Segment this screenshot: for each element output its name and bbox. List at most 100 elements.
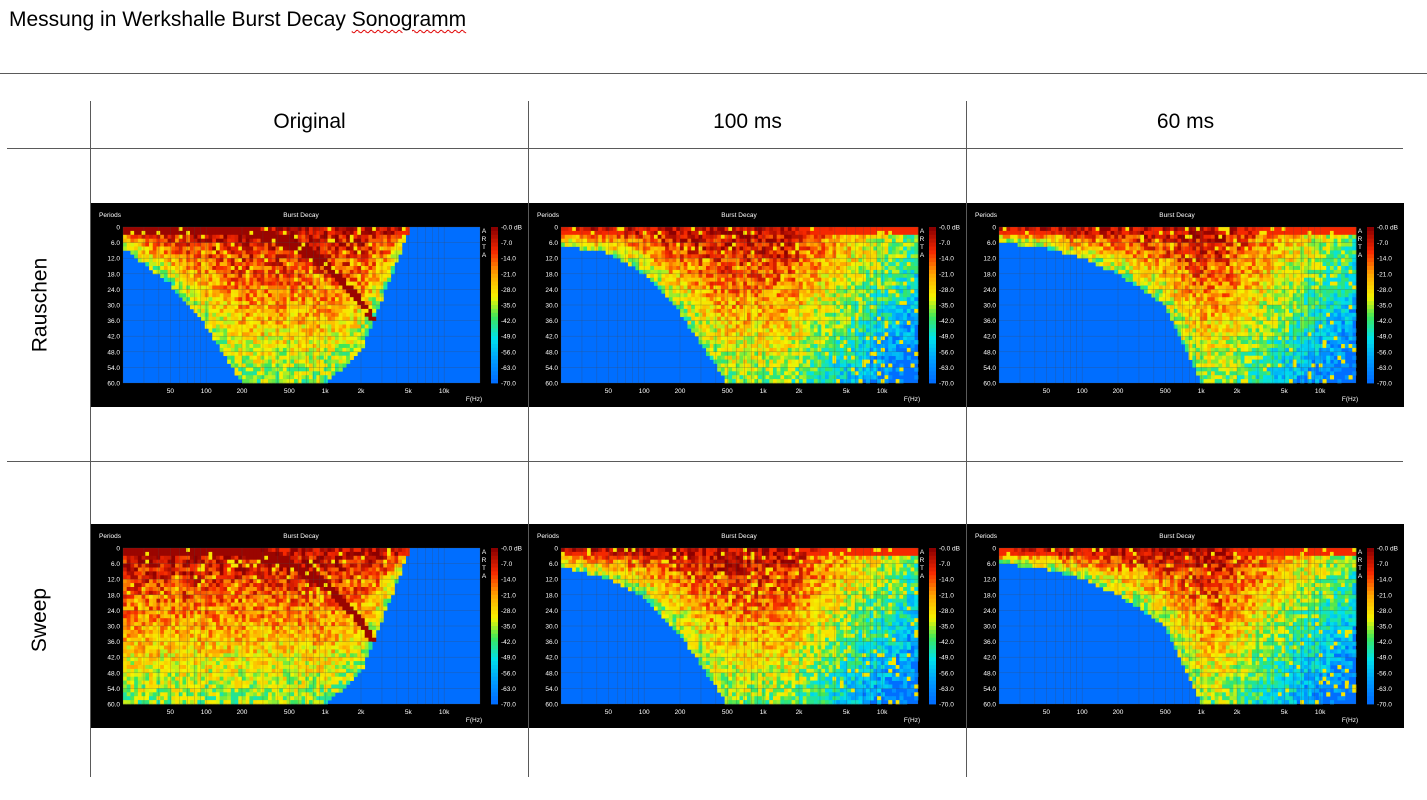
heatmap-cell — [791, 336, 796, 341]
heatmap-cell — [821, 289, 826, 294]
heatmap-cell — [802, 242, 807, 247]
heatmap-cell — [817, 258, 822, 263]
heatmap-cell — [227, 277, 232, 282]
heatmap-cell — [290, 379, 295, 384]
heatmap-cell — [851, 262, 856, 267]
heatmap-cell — [279, 344, 284, 349]
heatmap-cell — [227, 246, 232, 251]
x-tick-label: 50 — [605, 388, 613, 395]
heatmap-cell — [728, 316, 733, 321]
heatmap-cell — [784, 242, 789, 247]
heatmap-cell — [758, 375, 763, 380]
heatmap-cell — [717, 250, 722, 255]
heatmap-cell — [178, 242, 183, 247]
heatmap-cell — [379, 242, 384, 247]
heatmap-cell — [817, 347, 822, 353]
heatmap-cell — [323, 332, 328, 337]
heatmap-cell — [167, 227, 172, 232]
heatmap-cell — [791, 308, 796, 314]
heatmap-cell — [750, 246, 755, 251]
heatmap-cell — [739, 363, 744, 368]
heatmap-cell — [268, 332, 273, 337]
heatmap-cell — [769, 320, 774, 325]
heatmap-cell — [806, 246, 811, 251]
heatmap-cell — [884, 234, 889, 240]
heatmap-cell — [141, 238, 146, 243]
heatmap-cell — [357, 344, 362, 349]
heatmap-cell — [171, 277, 176, 282]
heatmap-cell — [776, 301, 781, 306]
heatmap-cell — [884, 262, 889, 267]
heatmap-cell — [260, 269, 265, 275]
heatmap-cell — [323, 312, 328, 318]
heatmap-cell — [572, 238, 577, 243]
heatmap-cell — [769, 324, 774, 329]
heatmap-cell — [253, 234, 258, 240]
heatmap-cell — [201, 281, 206, 286]
heatmap-cell — [877, 379, 882, 384]
heatmap-cell — [862, 297, 867, 302]
heatmap-cell — [334, 344, 340, 349]
heatmap-cell — [750, 328, 755, 333]
heatmap-cell — [724, 316, 729, 321]
heatmap-cell — [338, 266, 343, 271]
heatmap-cell — [297, 273, 302, 279]
heatmap-cell — [182, 230, 187, 236]
heatmap-cell — [836, 359, 841, 364]
heatmap-cell — [268, 363, 273, 368]
heatmap-cell — [249, 262, 254, 267]
heatmap-cell — [750, 250, 755, 255]
heatmap-cell — [242, 269, 247, 275]
heatmap-cell — [268, 305, 273, 310]
heatmap-cell — [375, 297, 380, 302]
heatmap-cell — [208, 242, 213, 247]
heatmap-cell — [858, 363, 863, 368]
heatmap-cell — [735, 289, 740, 294]
heatmap-cell — [732, 269, 737, 275]
heatmap-cell — [639, 234, 644, 240]
heatmap-cell — [832, 238, 837, 243]
heatmap-cell — [713, 266, 718, 271]
heatmap-cell — [784, 379, 789, 384]
heatmap-cell — [238, 234, 243, 240]
heatmap-cell — [219, 242, 224, 247]
heatmap-cell — [327, 289, 332, 294]
heatmap-cell — [349, 347, 354, 353]
heatmap-cell — [839, 269, 844, 275]
heatmap-cell — [661, 262, 666, 267]
x-tick-label: 2k — [358, 388, 366, 395]
heatmap-cell — [197, 312, 202, 318]
heatmap-cell — [806, 324, 811, 329]
heatmap-cell — [746, 332, 752, 337]
heatmap-cell — [780, 301, 785, 306]
heatmap-cell — [219, 324, 224, 329]
heatmap-cell — [242, 371, 247, 376]
heatmap-cell — [149, 262, 154, 267]
heatmap-cell — [215, 285, 221, 290]
heatmap-cell — [698, 285, 703, 290]
heatmap-cell — [888, 340, 893, 345]
heatmap-cell — [806, 250, 811, 255]
heatmap-cell — [680, 308, 685, 314]
heatmap-cell — [286, 316, 291, 321]
heatmap-cell — [394, 227, 399, 232]
heatmap-cell — [791, 355, 796, 360]
heatmap-cell — [914, 250, 919, 255]
heatmap-cell — [227, 227, 232, 232]
heatmap-cell — [642, 250, 647, 255]
heatmap-cell — [668, 269, 673, 275]
heatmap-cell — [784, 355, 789, 360]
heatmap-cell — [349, 344, 354, 349]
heatmap-cell — [583, 230, 588, 236]
colorbar-segment — [491, 332, 498, 337]
heatmap-cell — [346, 328, 351, 333]
heatmap-cell — [839, 367, 844, 372]
heatmap-cell — [865, 375, 871, 380]
heatmap-cell — [877, 297, 882, 302]
heatmap-cell — [178, 227, 183, 232]
heatmap-cell — [821, 379, 826, 384]
heatmap-cell — [847, 262, 852, 267]
heatmap-cell — [891, 289, 897, 294]
heatmap-cell — [735, 371, 740, 376]
heatmap-cell — [297, 258, 302, 263]
